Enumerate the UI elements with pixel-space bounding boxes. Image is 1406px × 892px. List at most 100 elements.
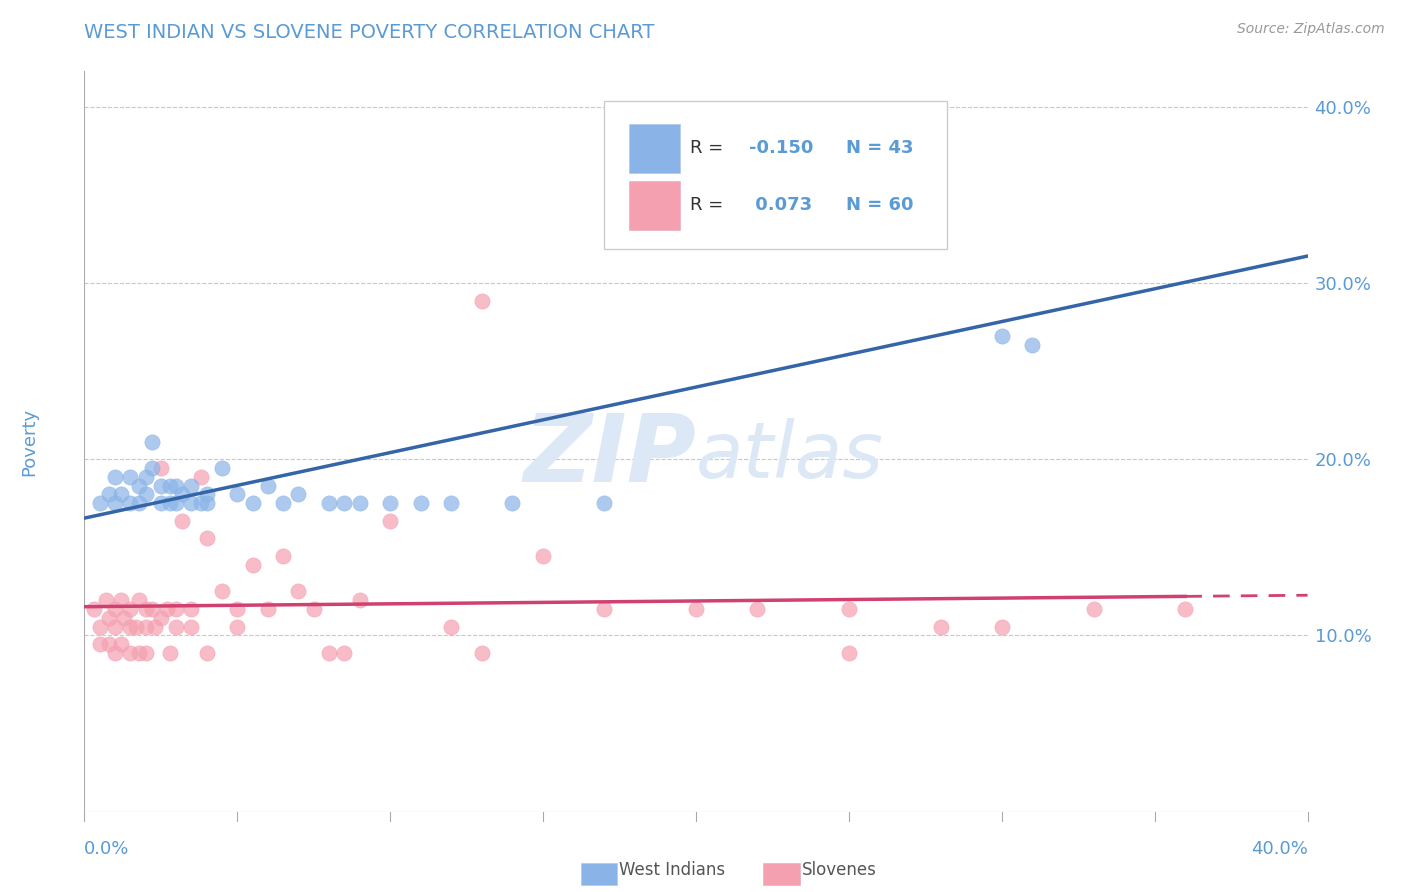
Point [112, 611, 135, 625]
Point [257, 478, 280, 492]
Point [128, 478, 150, 492]
Point [991, 619, 1014, 633]
Point [141, 461, 163, 475]
Point [156, 602, 179, 616]
Point [128, 496, 150, 510]
Point [165, 478, 187, 492]
Point [89, 496, 111, 510]
Point [159, 478, 181, 492]
Text: WEST INDIAN VS SLOVENE POVERTY CORRELATION CHART: WEST INDIAN VS SLOVENE POVERTY CORRELATI… [84, 22, 655, 42]
Point [149, 611, 172, 625]
Point [97, 611, 120, 625]
Point [898, 232, 921, 246]
Point [94, 593, 117, 607]
Point [531, 549, 554, 563]
Point [838, 646, 860, 660]
Point [159, 496, 181, 510]
Text: 40.0%: 40.0% [1251, 840, 1308, 858]
Text: N = 60: N = 60 [846, 196, 914, 214]
Point [104, 496, 127, 510]
Point [593, 602, 616, 616]
Point [104, 646, 127, 660]
Point [195, 646, 218, 660]
Point [471, 646, 494, 660]
Point [349, 496, 371, 510]
Text: -0.150: -0.150 [748, 139, 813, 157]
Point [287, 584, 309, 599]
Point [807, 178, 830, 193]
Point [165, 602, 187, 616]
Point [135, 470, 157, 484]
Point [141, 602, 163, 616]
Point [110, 593, 132, 607]
Point [120, 646, 142, 660]
Point [1174, 602, 1197, 616]
Point [190, 496, 212, 510]
Point [502, 496, 524, 510]
Point [110, 487, 132, 501]
Point [211, 461, 233, 475]
Point [318, 496, 340, 510]
Point [89, 619, 111, 633]
Point [929, 619, 952, 633]
Point [1083, 602, 1105, 616]
Text: atlas: atlas [696, 418, 884, 494]
Point [211, 584, 233, 599]
Point [195, 487, 218, 501]
Text: Slovenes: Slovenes [801, 861, 876, 879]
Point [149, 478, 172, 492]
Point [440, 496, 463, 510]
Point [180, 602, 202, 616]
Point [685, 602, 707, 616]
Point [1021, 337, 1043, 351]
Point [242, 496, 264, 510]
Point [172, 514, 194, 528]
Point [89, 637, 111, 651]
Text: Source: ZipAtlas.com: Source: ZipAtlas.com [1237, 22, 1385, 37]
Point [271, 549, 294, 563]
Point [120, 602, 142, 616]
Point [135, 619, 157, 633]
Point [128, 646, 150, 660]
Point [226, 602, 249, 616]
Point [172, 487, 194, 501]
Point [991, 328, 1014, 343]
Point [143, 619, 166, 633]
Text: N = 43: N = 43 [846, 139, 914, 157]
Point [257, 602, 280, 616]
Point [302, 602, 325, 616]
Point [159, 646, 181, 660]
Point [83, 602, 105, 616]
Point [180, 496, 202, 510]
Point [195, 496, 218, 510]
FancyBboxPatch shape [628, 124, 681, 173]
Point [226, 487, 249, 501]
Point [747, 602, 769, 616]
Point [97, 487, 120, 501]
Point [141, 434, 163, 449]
Text: R =: R = [690, 139, 728, 157]
Point [271, 496, 294, 510]
Text: 0.0%: 0.0% [84, 840, 129, 858]
Point [110, 637, 132, 651]
Point [242, 558, 264, 572]
Point [125, 619, 148, 633]
Point [120, 470, 142, 484]
Point [333, 646, 356, 660]
Point [333, 496, 356, 510]
Point [409, 496, 432, 510]
Point [380, 496, 402, 510]
Point [593, 496, 616, 510]
Point [349, 593, 371, 607]
Point [471, 293, 494, 308]
Point [104, 602, 127, 616]
Text: R =: R = [690, 196, 728, 214]
Point [104, 619, 127, 633]
Point [104, 470, 127, 484]
Text: West Indians: West Indians [619, 861, 724, 879]
Point [838, 602, 860, 616]
Point [165, 619, 187, 633]
Point [195, 532, 218, 546]
Text: Poverty: Poverty [20, 408, 38, 475]
Point [180, 619, 202, 633]
